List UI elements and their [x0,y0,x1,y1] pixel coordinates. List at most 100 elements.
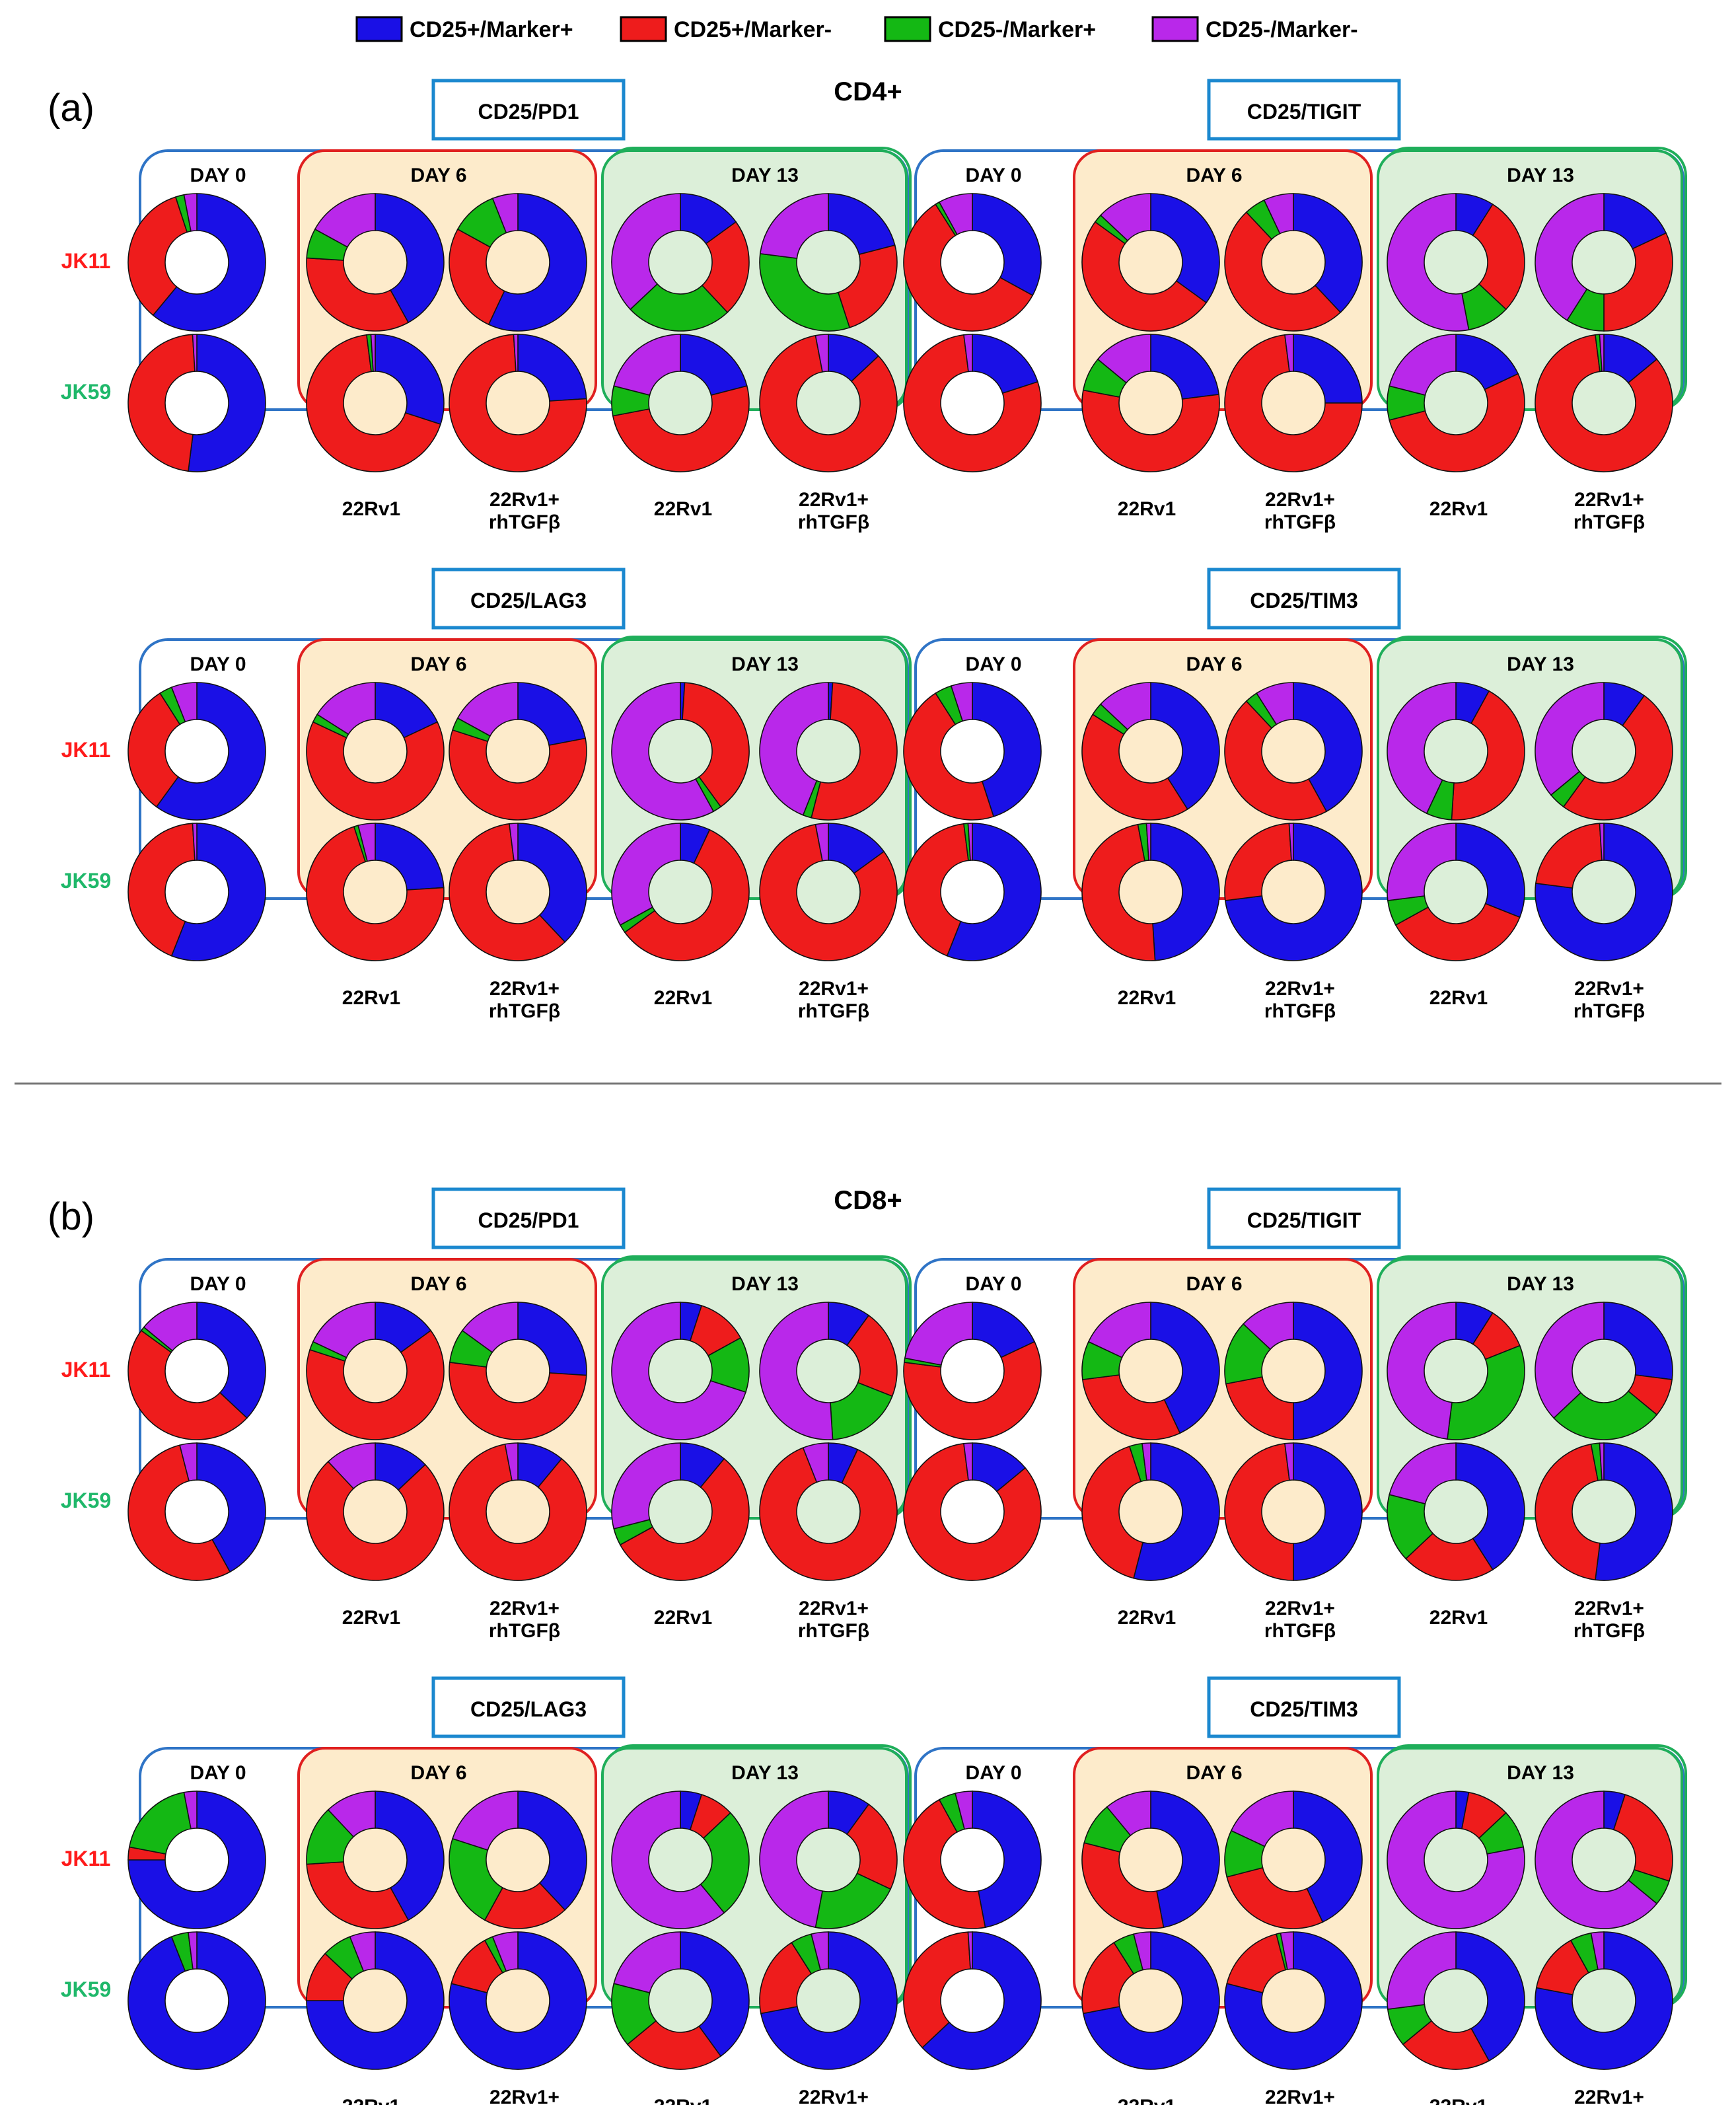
donut-slice [903,334,1042,472]
donut-slice [1226,1933,1287,1994]
donut-jk11 [903,1791,1042,1929]
donut-slice [1288,823,1294,861]
donut-hole [486,1969,550,2032]
donut-jk59 [759,1931,898,2070]
day0-header: DAY 0 [190,653,246,675]
panel: (a) CD4+ CD25/PD1 DAY 0 DAY 6 DAY 13 JK11 JK59 2… [48,77,1687,1022]
donut-slice [188,1931,198,1970]
donut-slice [1230,1791,1294,1847]
donut-jk11 [449,193,587,332]
donut-slice [179,1442,198,1482]
marker-label: CD25/TIGIT [1247,1208,1361,1232]
donut-hole [1572,1339,1636,1403]
row-label-jk59: JK59 [61,869,112,893]
donut-slice [327,1442,376,1490]
donut-hole [1424,371,1488,435]
donut-slice [613,1931,681,1994]
day13-header: DAY 13 [1507,1762,1574,1784]
donut-slice [306,1931,445,2070]
donut-slice [759,682,829,816]
donut-jk11 [759,1302,898,1440]
donut-slice [1224,334,1363,472]
donut-slice [972,193,1042,297]
donut-jk11 [449,682,587,821]
donut-hole [1572,231,1636,294]
marker-box [431,1187,626,1249]
donut-jk11 [1387,1791,1525,1929]
marker-label: CD25/TIM3 [1250,1697,1358,1721]
donut-slice [375,334,445,425]
donut-slice [814,1872,892,1929]
marker-group: CD25/PD1 DAY 0 DAY 6 DAY 13 JK11 JK59 22Rv1 22R… [61,79,912,533]
donut-jk59 [1535,823,1673,961]
donut-slice [1603,1302,1673,1380]
donut-jk11 [759,1791,898,1929]
donut-slice [701,221,750,313]
row-label-jk11: JK11 [61,1847,111,1870]
donut-slice [1224,823,1363,961]
donut-slice [1447,1345,1525,1440]
donut-slice [127,692,181,808]
donut-jk11 [1081,1302,1220,1440]
donut-hole [344,860,407,924]
cond-label-combo-2: rhTGFβ [1264,1000,1336,1022]
donut-jk11 [1535,682,1673,821]
donut-slice [1141,1442,1151,1481]
donut-slice [491,1931,519,1972]
legend: CD25+/Marker+ CD25+/Marker- CD25-/Marker+ C… [355,16,1358,42]
donut-slice [759,1791,829,1929]
marker-box [1207,568,1401,630]
donut-slice [1451,690,1525,821]
donut-hole [165,860,229,924]
donut-slice [814,823,829,862]
cond-label-combo-2: rhTGFβ [1573,1620,1645,1642]
donut-slice [375,823,445,891]
cond-label-22rv1: 22Rv1 [654,2096,712,2105]
donut-hole [1572,1480,1636,1543]
cond-label-combo: 22Rv1+ [489,978,560,1000]
day13-header: DAY 13 [1507,653,1574,675]
donut-slice [967,1931,973,1970]
donut-hole [941,1969,1004,2032]
donut-hole [486,371,550,435]
legend-label: CD25+/Marker+ [410,17,573,42]
donut-hole [649,231,712,294]
donut-slice [1224,1442,1294,1581]
donut-jk11 [449,1302,587,1440]
donut-slice [449,1362,587,1440]
cond-label-22rv1: 22Rv1 [1118,2096,1176,2105]
donut-slice [517,823,587,943]
donut-jk59 [1224,1931,1363,2070]
cond-label-combo: 22Rv1+ [799,978,869,1000]
donut-slice [170,823,266,961]
donut-slice [306,721,445,821]
donut-slice [1472,203,1525,311]
donut-hole [1119,1480,1182,1543]
row-label-jk11: JK11 [61,249,111,273]
donut-jk59 [306,1442,445,1581]
donut-slice [611,1302,746,1440]
donut-slice [143,1302,198,1352]
donut-slice [488,193,587,332]
panel-letter: (b) [48,1195,94,1238]
donut-slice [357,823,376,862]
cond-label-combo-2: rhTGFβ [1573,511,1645,533]
donut-hole [649,1828,712,1892]
donut-slice [1224,1931,1363,2070]
legend-swatch [355,16,403,42]
donut-slice [1256,682,1294,725]
donut-hole [486,860,550,924]
donut-jk59 [759,823,898,961]
cond-label-combo-2: rhTGFβ [1573,1000,1645,1022]
donut-slice [846,1314,898,1397]
donut-hole [344,371,407,435]
donut-hole [486,1828,550,1892]
donut-slice [456,682,519,737]
donut-hole [1119,860,1182,924]
donut-jk59 [127,1931,266,2070]
donut-slice [449,1931,587,2070]
donut-jk59 [449,1442,587,1581]
donut-slice [1405,1532,1494,1581]
donut-hole [165,1480,229,1543]
